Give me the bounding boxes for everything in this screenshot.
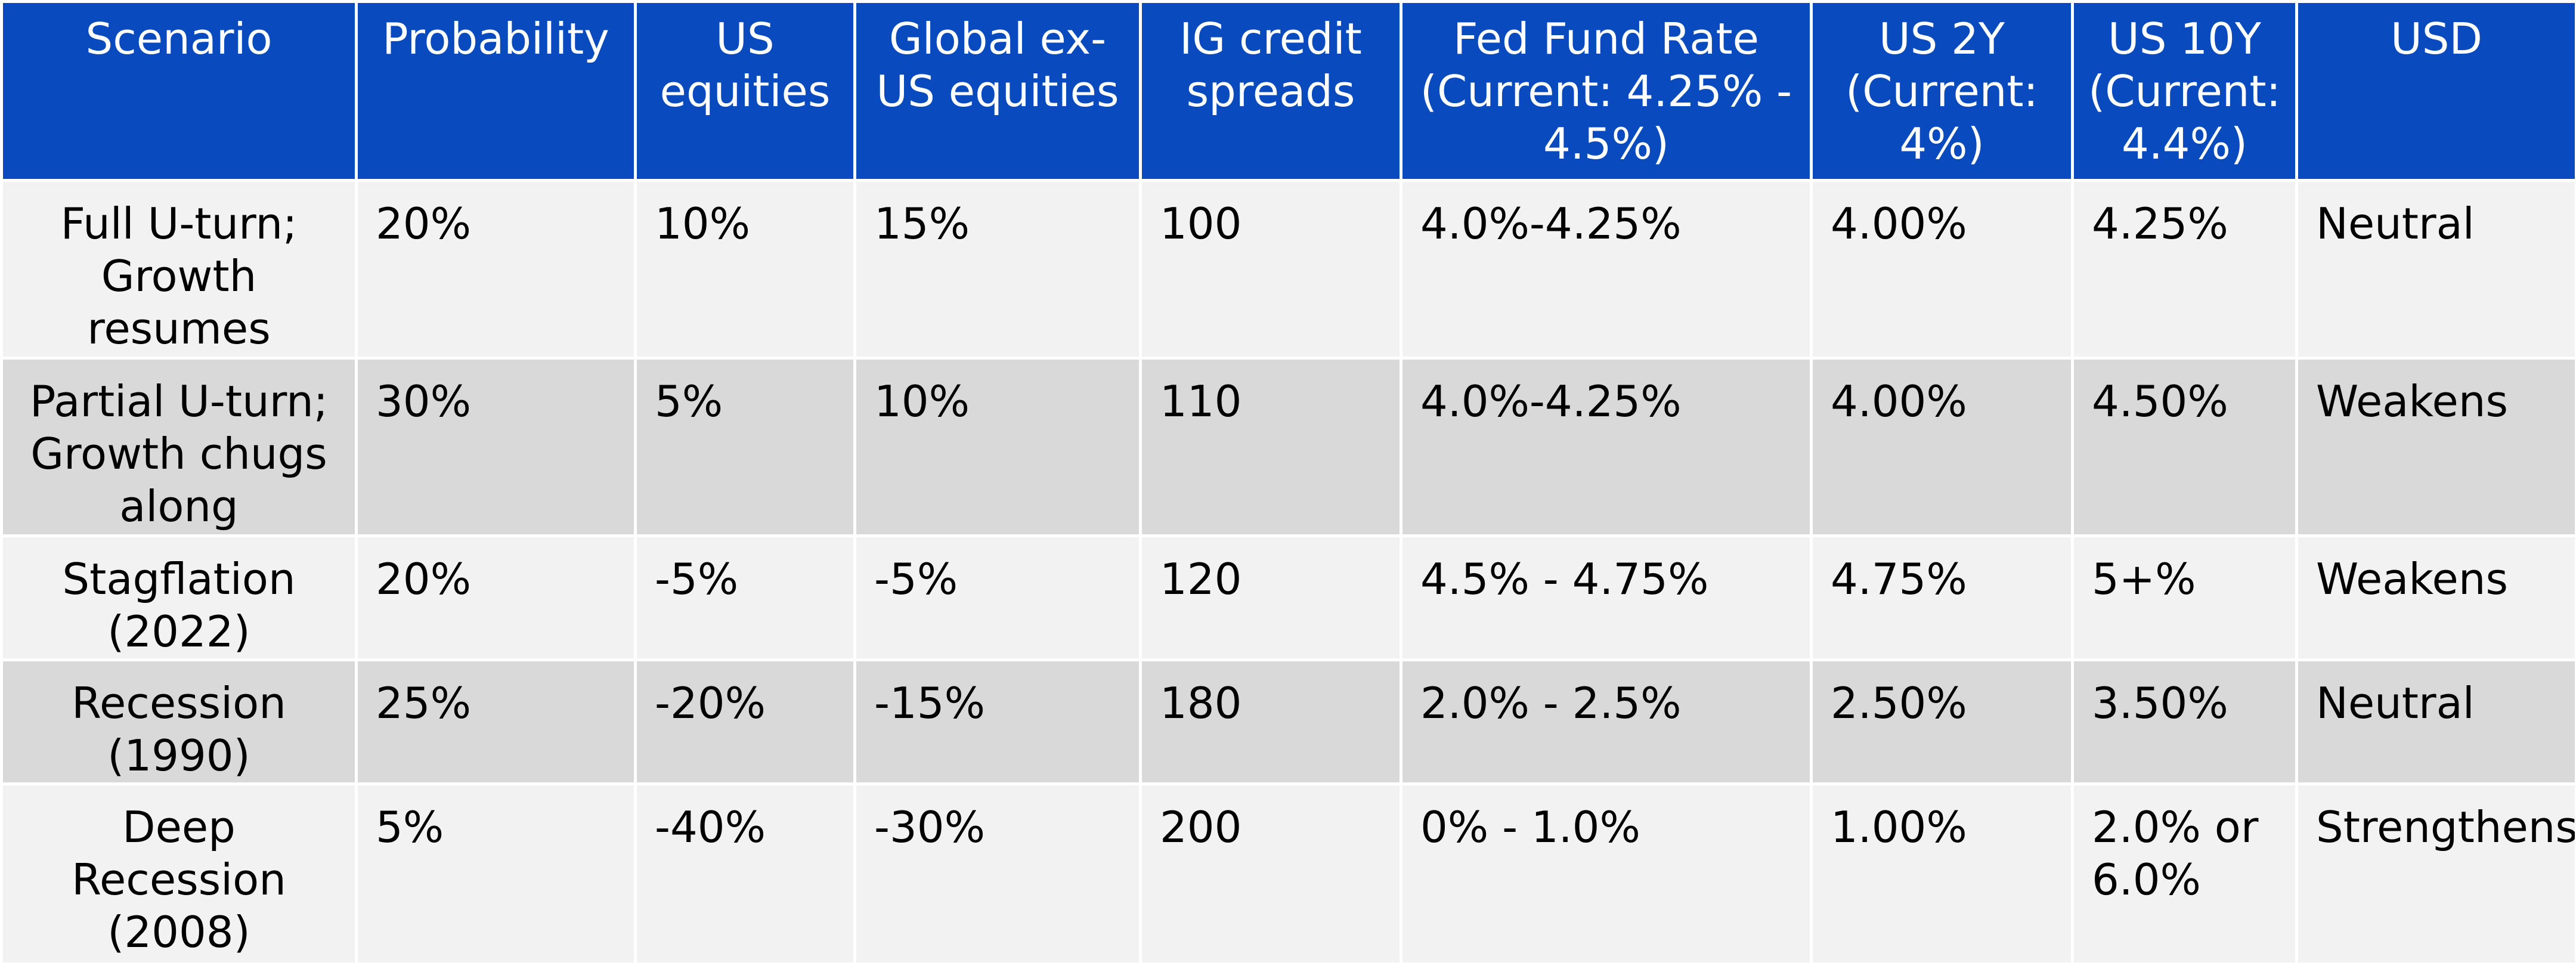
us-equities-cell: -20% (634, 658, 856, 785)
scenario-cell: Deep Recession (2008) (0, 782, 358, 965)
scenario-cell: Stagflation (2022) (0, 534, 358, 661)
probability-cell: 5% (355, 782, 637, 965)
header-usd: USD (2295, 0, 2576, 182)
us-2y-cell: 4.00% (1810, 179, 2074, 360)
us-10y-cell: 2.0% or 6.0% (2071, 782, 2298, 965)
us-2y-cell: 4.75% (1810, 534, 2074, 661)
fed-fund-rate-cell: 2.0% - 2.5% (1400, 658, 1813, 785)
table-row: Partial U-turn; Growth chugs along 30% 5… (0, 357, 2576, 537)
header-ig-credit-spreads: IG credit spreads (1139, 0, 1402, 182)
us-equities-cell: 10% (634, 179, 856, 360)
fed-fund-rate-cell: 4.0%-4.25% (1400, 179, 1813, 360)
global-ex-us-equities-cell: 15% (853, 179, 1142, 360)
ig-credit-spreads-cell: 100 (1139, 179, 1402, 360)
probability-cell: 30% (355, 357, 637, 537)
header-global-ex-us-equities: Global ex-US equities (853, 0, 1142, 182)
usd-cell: Weakens (2295, 357, 2576, 537)
usd-cell: Weakens (2295, 534, 2576, 661)
us-equities-cell: -40% (634, 782, 856, 965)
table-row: Full U-turn; Growth resumes 20% 10% 15% … (0, 179, 2576, 360)
probability-cell: 20% (355, 534, 637, 661)
table-header-row: Scenario Probability US equities Global … (0, 0, 2576, 182)
header-us-2y: US 2Y (Current: 4%) (1810, 0, 2074, 182)
ig-credit-spreads-cell: 180 (1139, 658, 1402, 785)
ig-credit-spreads-cell: 110 (1139, 357, 1402, 537)
fed-fund-rate-cell: 0% - 1.0% (1400, 782, 1813, 965)
header-us-equities: US equities (634, 0, 856, 182)
us-10y-cell: 3.50% (2071, 658, 2298, 785)
probability-cell: 25% (355, 658, 637, 785)
global-ex-us-equities-cell: -30% (853, 782, 1142, 965)
us-10y-cell: 5+% (2071, 534, 2298, 661)
table-row: Recession (1990) 25% -20% -15% 180 2.0% … (0, 658, 2576, 785)
us-equities-cell: -5% (634, 534, 856, 661)
header-scenario: Scenario (0, 0, 358, 182)
scenario-cell: Full U-turn; Growth resumes (0, 179, 358, 360)
usd-cell: Neutral (2295, 179, 2576, 360)
ig-credit-spreads-cell: 200 (1139, 782, 1402, 965)
header-probability: Probability (355, 0, 637, 182)
probability-cell: 20% (355, 179, 637, 360)
fed-fund-rate-cell: 4.5% - 4.75% (1400, 534, 1813, 661)
header-us-10y: US 10Y (Current: 4.4%) (2071, 0, 2298, 182)
us-2y-cell: 2.50% (1810, 658, 2074, 785)
table-row: Deep Recession (2008) 5% -40% -30% 200 0… (0, 782, 2576, 965)
global-ex-us-equities-cell: -5% (853, 534, 1142, 661)
table-row: Stagflation (2022) 20% -5% -5% 120 4.5% … (0, 534, 2576, 661)
us-10y-cell: 4.25% (2071, 179, 2298, 360)
usd-cell: Strengthens (2295, 782, 2576, 965)
global-ex-us-equities-cell: 10% (853, 357, 1142, 537)
us-2y-cell: 4.00% (1810, 357, 2074, 537)
header-fed-fund-rate: Fed Fund Rate (Current: 4.25% - 4.5%) (1400, 0, 1813, 182)
us-10y-cell: 4.50% (2071, 357, 2298, 537)
scenario-cell: Partial U-turn; Growth chugs along (0, 357, 358, 537)
usd-cell: Neutral (2295, 658, 2576, 785)
fed-fund-rate-cell: 4.0%-4.25% (1400, 357, 1813, 537)
global-ex-us-equities-cell: -15% (853, 658, 1142, 785)
us-2y-cell: 1.00% (1810, 782, 2074, 965)
us-equities-cell: 5% (634, 357, 856, 537)
ig-credit-spreads-cell: 120 (1139, 534, 1402, 661)
scenario-cell: Recession (1990) (0, 658, 358, 785)
